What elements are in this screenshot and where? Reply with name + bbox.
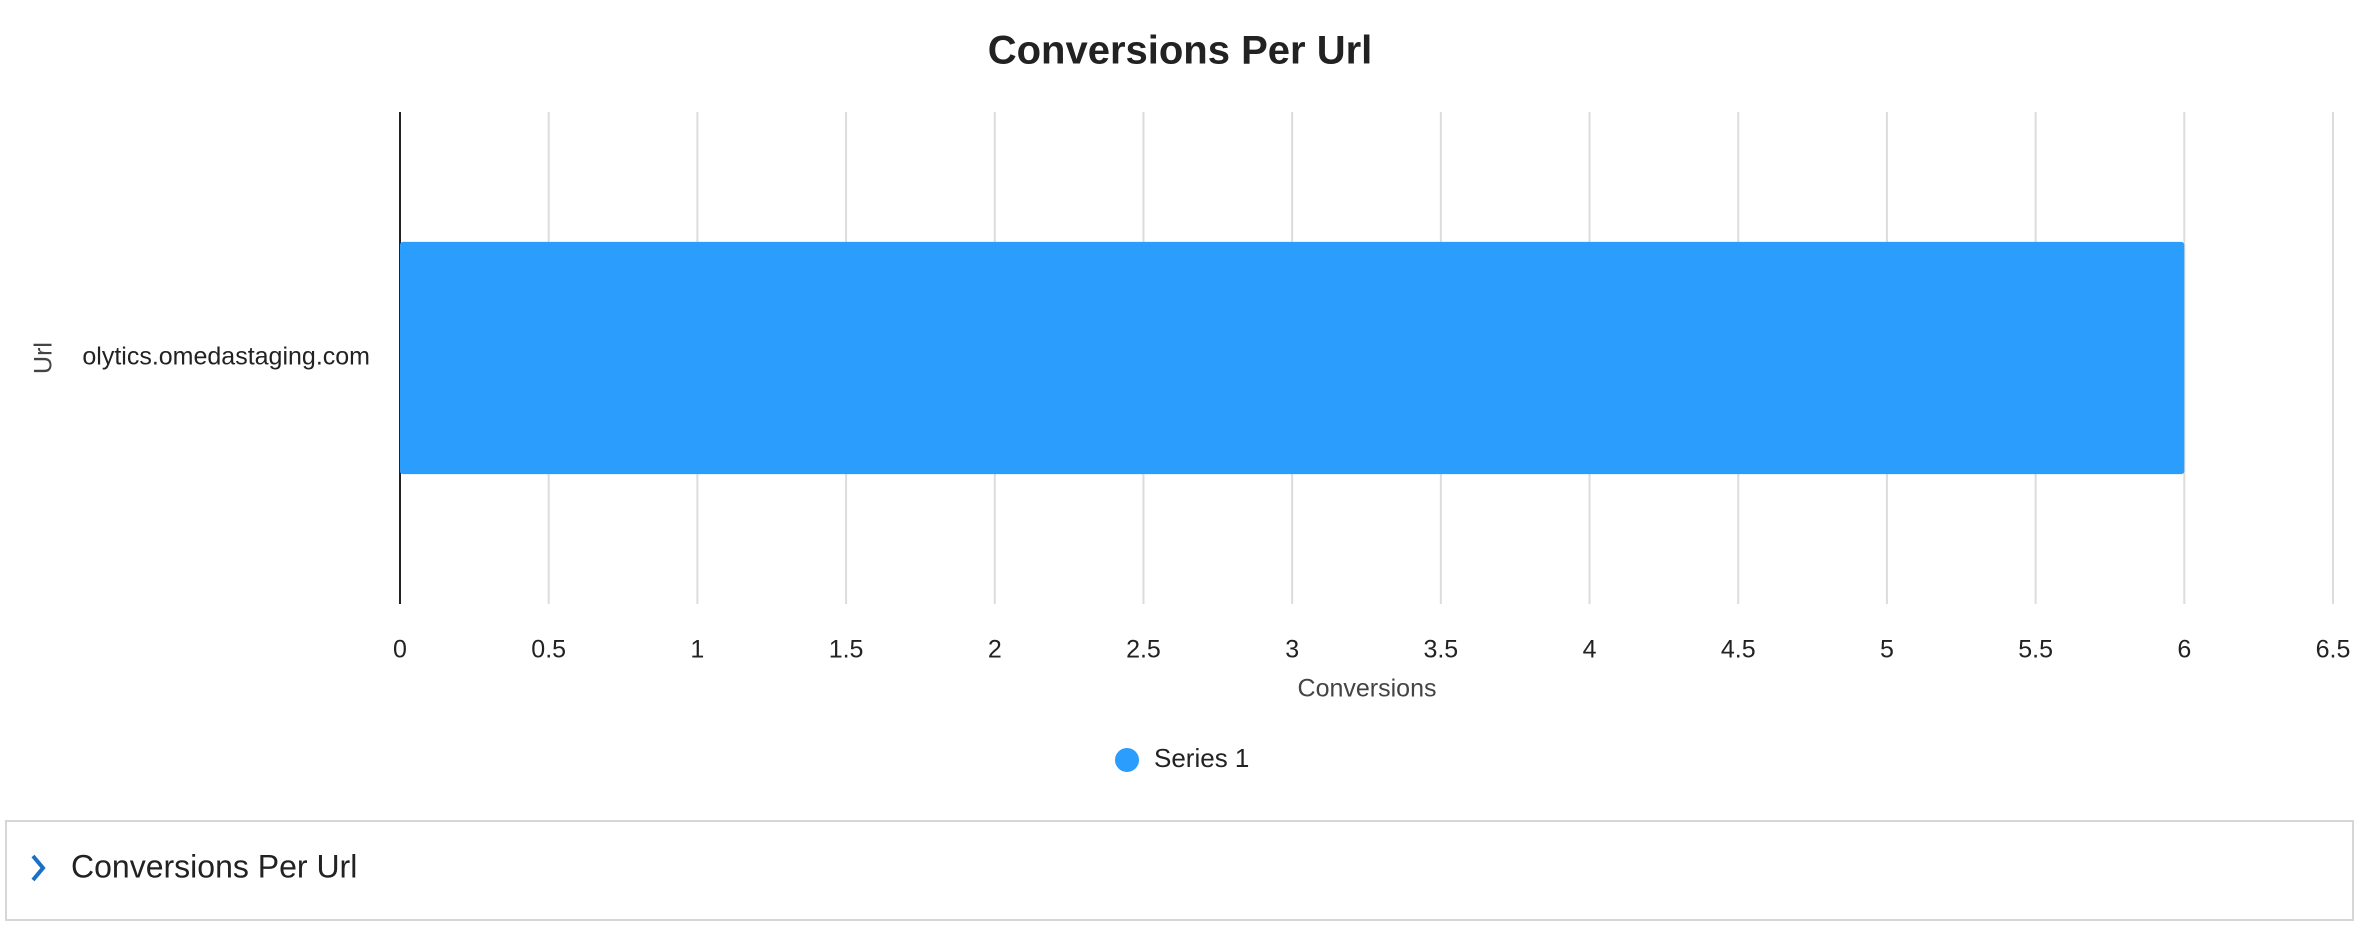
legend-marker xyxy=(1115,748,1139,772)
x-tick-label: 4.5 xyxy=(1721,636,1756,664)
x-tick-label: 6.5 xyxy=(2316,636,2351,664)
x-tick-label: 6 xyxy=(2177,636,2191,664)
panel-title[interactable]: Conversions Per Url xyxy=(71,848,357,884)
x-tick-label: 3 xyxy=(1285,636,1299,664)
x-tick-label: 2 xyxy=(988,636,1002,664)
x-tick-label: 0 xyxy=(393,636,407,664)
legend-label: Series 1 xyxy=(1154,743,1249,773)
details-panel[interactable]: Conversions Per Url xyxy=(5,820,2354,921)
chevron-icon[interactable] xyxy=(31,854,46,882)
x-axis-title: Conversions xyxy=(1298,675,1437,703)
x-tick-label: 3.5 xyxy=(1423,636,1458,664)
x-tick-label: 1.5 xyxy=(829,636,864,664)
x-tick-label: 1 xyxy=(690,636,704,664)
y-axis-title: Url xyxy=(30,342,58,374)
chart-title: Conversions Per Url xyxy=(988,29,1373,73)
x-tick-label: 5 xyxy=(1880,636,1894,664)
x-tick-label: 5.5 xyxy=(2018,636,2053,664)
panel-box[interactable] xyxy=(5,820,2354,921)
x-tick-label: 0.5 xyxy=(531,636,566,664)
x-tick-label: 2.5 xyxy=(1126,636,1161,664)
y-tick-label: olytics.omedastaging.com xyxy=(82,343,370,371)
x-tick-label: 4 xyxy=(1583,636,1597,664)
bar xyxy=(400,241,2185,475)
